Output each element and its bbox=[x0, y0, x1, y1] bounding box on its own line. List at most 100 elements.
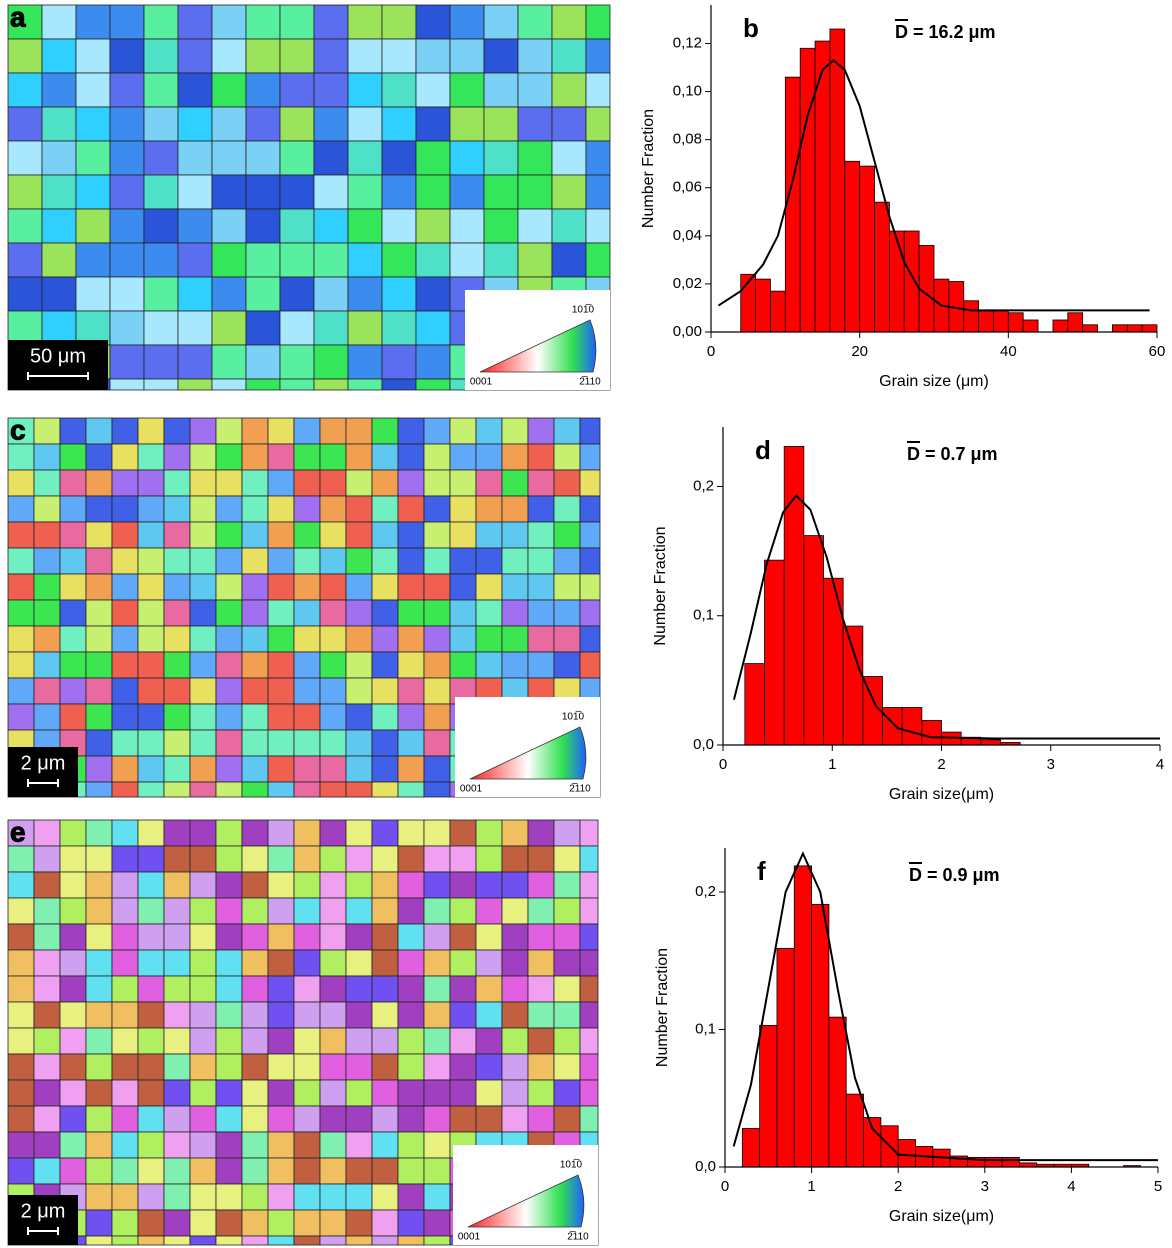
bar bbox=[1007, 312, 1024, 333]
grain bbox=[85, 1235, 113, 1246]
grain bbox=[143, 242, 179, 278]
bar bbox=[829, 28, 846, 333]
grain bbox=[579, 1053, 599, 1081]
grain bbox=[41, 310, 77, 346]
grain bbox=[189, 755, 217, 783]
grain bbox=[59, 819, 87, 847]
grain bbox=[215, 755, 243, 783]
grain bbox=[111, 1079, 139, 1107]
bar bbox=[984, 1156, 1003, 1168]
grain bbox=[397, 1183, 425, 1211]
grain bbox=[527, 1079, 555, 1107]
grain bbox=[189, 1183, 217, 1211]
grain bbox=[211, 242, 247, 278]
grain bbox=[381, 140, 417, 176]
grain bbox=[7, 677, 35, 705]
grain bbox=[33, 651, 61, 679]
x-tick-label: 4 bbox=[1067, 1178, 1075, 1195]
grain bbox=[475, 871, 503, 899]
grain bbox=[397, 625, 425, 653]
grain bbox=[137, 1105, 165, 1133]
bar bbox=[993, 309, 1009, 333]
grain bbox=[553, 897, 581, 925]
grain bbox=[111, 923, 139, 951]
bar bbox=[1001, 1156, 1020, 1168]
grain bbox=[211, 106, 247, 142]
grain bbox=[449, 1105, 477, 1133]
x-tick-label: 5 bbox=[1154, 1178, 1162, 1195]
grain bbox=[579, 1001, 599, 1029]
grain bbox=[7, 1157, 35, 1185]
grain bbox=[313, 174, 349, 210]
grain bbox=[381, 242, 417, 278]
grain bbox=[241, 1131, 269, 1159]
grain bbox=[267, 625, 295, 653]
panel-label: d bbox=[755, 435, 771, 465]
grain bbox=[85, 1209, 113, 1237]
grain bbox=[241, 1105, 269, 1133]
bar bbox=[823, 577, 844, 746]
grain bbox=[215, 625, 243, 653]
grain bbox=[345, 677, 373, 705]
grain bbox=[345, 871, 373, 899]
scale-bar-box bbox=[8, 747, 78, 797]
grain bbox=[449, 819, 477, 847]
grain bbox=[381, 276, 417, 312]
grain bbox=[501, 495, 529, 523]
grain bbox=[397, 871, 425, 899]
grain bbox=[215, 1105, 243, 1133]
grain bbox=[137, 443, 165, 471]
bar bbox=[755, 278, 771, 333]
grain bbox=[59, 443, 87, 471]
ipf-triangle bbox=[469, 726, 587, 780]
bar bbox=[980, 739, 1001, 746]
grain bbox=[85, 1079, 113, 1107]
grain bbox=[371, 1105, 399, 1133]
grain bbox=[163, 1053, 191, 1081]
grain bbox=[423, 703, 451, 731]
grain bbox=[415, 310, 451, 346]
grain bbox=[345, 923, 373, 951]
grain bbox=[241, 819, 269, 847]
grain bbox=[137, 547, 165, 575]
grain bbox=[371, 495, 399, 523]
grain bbox=[449, 443, 477, 471]
grain bbox=[527, 651, 555, 679]
grain bbox=[475, 897, 503, 925]
grain bbox=[579, 443, 601, 471]
grain bbox=[215, 1157, 243, 1185]
grain bbox=[449, 871, 477, 899]
grain bbox=[423, 949, 451, 977]
grain bbox=[527, 495, 555, 523]
grain bbox=[279, 4, 315, 40]
grain bbox=[381, 344, 417, 380]
grain bbox=[111, 495, 139, 523]
x-tick-label: 1 bbox=[828, 756, 836, 773]
grain bbox=[345, 755, 373, 783]
grain bbox=[293, 781, 321, 798]
grain bbox=[85, 819, 113, 847]
grain bbox=[189, 599, 217, 627]
grain bbox=[137, 819, 165, 847]
grain bbox=[501, 1105, 529, 1133]
grain bbox=[215, 703, 243, 731]
grain bbox=[551, 174, 587, 210]
grain bbox=[319, 573, 347, 601]
grain bbox=[215, 599, 243, 627]
grain bbox=[585, 174, 611, 210]
grain bbox=[163, 897, 191, 925]
grain bbox=[553, 1001, 581, 1029]
panel-label: c bbox=[10, 414, 26, 445]
grain bbox=[211, 140, 247, 176]
grain bbox=[483, 106, 519, 142]
grain bbox=[371, 755, 399, 783]
grain bbox=[397, 729, 425, 757]
ipf-triangle bbox=[479, 319, 597, 373]
grain bbox=[381, 310, 417, 346]
grain bbox=[267, 573, 295, 601]
grain bbox=[371, 703, 399, 731]
grain bbox=[371, 1053, 399, 1081]
grain bbox=[241, 469, 269, 497]
grain bbox=[59, 897, 87, 925]
annotation: D = 16.2 μm bbox=[895, 22, 996, 42]
